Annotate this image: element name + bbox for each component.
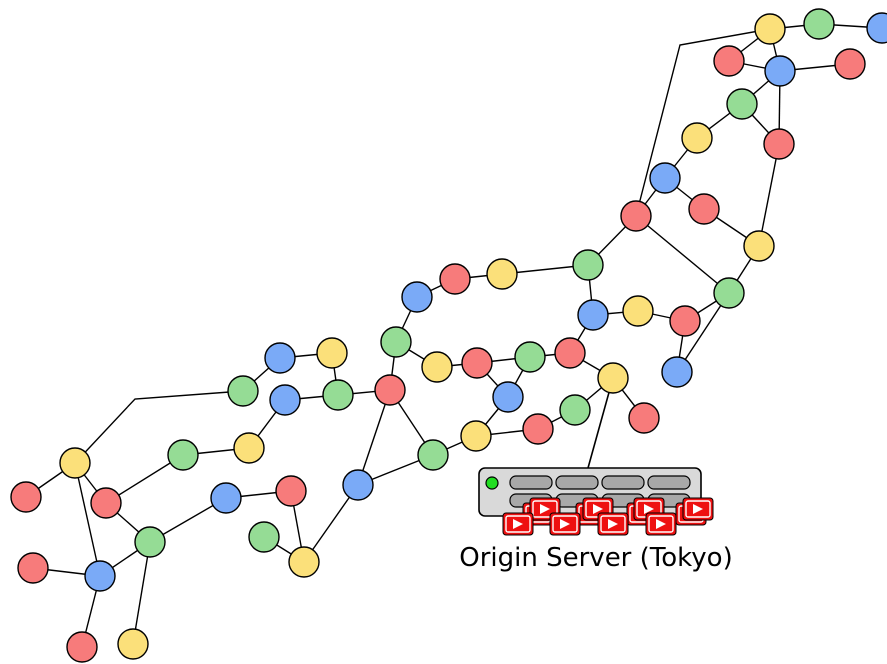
network-node-green <box>134 526 166 558</box>
network-node-yellow <box>743 230 775 262</box>
network-link <box>676 292 730 373</box>
network-node-yellow <box>421 351 453 383</box>
network-node-yellow <box>117 628 149 660</box>
network-node-green <box>559 394 591 426</box>
network-link <box>758 143 780 247</box>
network-node-red <box>554 337 586 369</box>
video-play-icon <box>529 497 561 521</box>
video-play-icon <box>682 497 714 521</box>
origin-server <box>478 467 714 536</box>
network-nodes <box>10 8 887 663</box>
network-node-red <box>275 475 307 507</box>
network-node-blue <box>649 162 681 194</box>
network-node-red <box>628 402 660 434</box>
network-node-red <box>688 193 720 225</box>
network-node-red <box>66 631 98 663</box>
network-node-green <box>227 375 259 407</box>
server-slot <box>647 475 691 490</box>
network-node-blue <box>764 55 796 87</box>
server-led-icon <box>485 476 499 490</box>
network-node-green <box>572 249 604 281</box>
network-node-yellow <box>316 337 348 369</box>
network-node-red <box>439 263 471 295</box>
network-node-green <box>417 439 449 471</box>
network-node-blue <box>661 356 693 388</box>
network-node-blue <box>264 342 296 374</box>
network-node-red <box>374 374 406 406</box>
network-node-green <box>380 326 412 358</box>
network-node-blue <box>492 381 524 413</box>
network-node-red <box>461 347 493 379</box>
network-node-blue <box>269 384 301 416</box>
network-node-green <box>322 379 354 411</box>
network-node-red <box>669 305 701 337</box>
network-node-green <box>803 8 835 40</box>
network-node-yellow <box>233 432 265 464</box>
network-node-yellow <box>486 258 518 290</box>
network-link <box>635 28 771 217</box>
network-node-yellow <box>460 420 492 452</box>
network-node-blue <box>577 299 609 331</box>
network-node-red <box>620 200 652 232</box>
network-link <box>74 462 101 577</box>
network-link <box>635 215 730 294</box>
network-node-blue <box>401 281 433 313</box>
network-link <box>74 390 244 464</box>
network-node-blue <box>210 482 242 514</box>
network-node-green <box>248 521 280 553</box>
network-node-red <box>834 48 866 80</box>
network-node-blue <box>84 560 116 592</box>
network-node-yellow <box>622 295 654 327</box>
network-node-red <box>713 45 745 77</box>
network-node-yellow <box>681 122 713 154</box>
network-node-blue <box>342 469 374 501</box>
server-slot <box>509 475 553 490</box>
network-node-red <box>17 552 49 584</box>
network-node-green <box>514 341 546 373</box>
network-link <box>132 541 151 645</box>
network-node-yellow <box>288 546 320 578</box>
network-node-green <box>726 88 758 120</box>
network-node-yellow <box>59 447 91 479</box>
origin-server-label: Origin Server (Tokyo) <box>459 543 732 573</box>
video-play-icon <box>645 512 677 536</box>
video-play-icon <box>597 512 629 536</box>
network-node-red <box>90 487 122 519</box>
video-play-icon <box>549 512 581 536</box>
server-slot <box>601 475 645 490</box>
network-link <box>357 389 391 486</box>
network-node-yellow <box>754 13 786 45</box>
network-node-red <box>10 481 42 513</box>
network-node-green <box>167 439 199 471</box>
network-node-yellow <box>597 362 629 394</box>
network-node-red <box>763 128 795 160</box>
video-play-icon <box>502 512 534 536</box>
server-slot <box>555 475 599 490</box>
network-node-red <box>522 413 554 445</box>
network-node-blue <box>866 12 887 44</box>
network-node-green <box>713 277 745 309</box>
